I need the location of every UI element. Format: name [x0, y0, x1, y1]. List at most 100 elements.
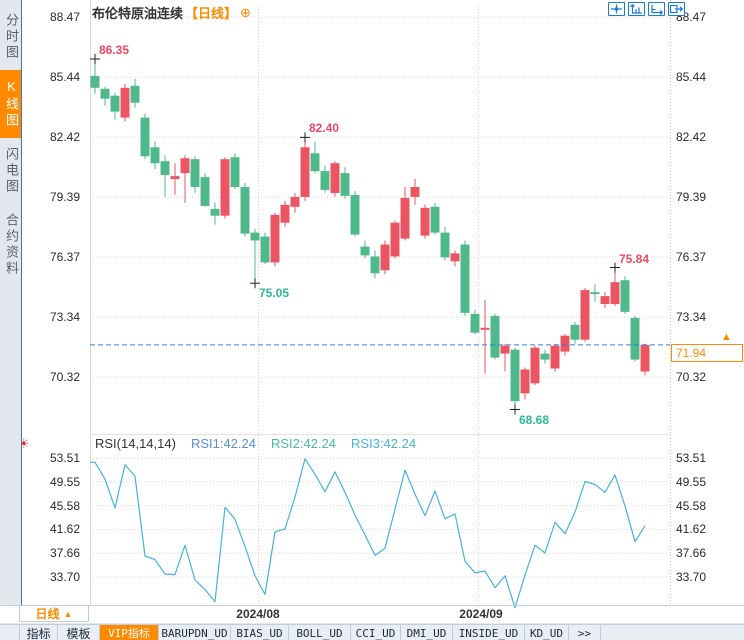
- toolbar-tab-[interactable]: 指标: [20, 625, 58, 640]
- extreme-cross-icon: [90, 54, 100, 64]
- candle-body: [320, 171, 330, 190]
- toolbar-tab-inside_ud[interactable]: INSIDE_UD: [453, 625, 525, 640]
- rsi-axis-label-right: 53.51: [676, 451, 707, 465]
- extreme-low-label: 75.05: [259, 286, 290, 301]
- extreme-high-label: 86.35: [99, 43, 130, 58]
- candle-body: [130, 85, 140, 103]
- candle-body: [90, 75, 100, 88]
- price-axis-label-left: 85.44: [49, 70, 80, 85]
- candle-body: [340, 173, 350, 196]
- rsi-axis-label-left: 53.51: [49, 451, 80, 465]
- toolbar-tab-vip[interactable]: VIP指标: [100, 625, 159, 640]
- candle-body: [290, 196, 300, 207]
- price-axis-label-left: 79.39: [49, 190, 80, 205]
- candle-body: [220, 159, 230, 216]
- candle-body: [350, 194, 360, 235]
- indicator-settings-icon[interactable]: ☀: [18, 436, 30, 451]
- candle-body: [430, 206, 440, 233]
- extreme-cross-icon: [250, 278, 260, 289]
- candle-body: [360, 246, 370, 256]
- extreme-low-label: 68.68: [519, 412, 550, 427]
- rsi-legend: RSI(14,14,14) RSI1:42.24 RSI2:42.24 RSI3:4…: [95, 436, 416, 451]
- extreme-cross-icon: [510, 404, 520, 415]
- candle-body: [550, 345, 560, 369]
- price-axis-label-left: 88.47: [49, 10, 80, 24]
- candle-body: [390, 222, 400, 257]
- candle-body: [120, 87, 130, 118]
- candle-body: [310, 153, 320, 172]
- candle-body: [630, 317, 640, 360]
- price-axis-label-left: 76.37: [49, 249, 80, 264]
- candle-body: [470, 313, 480, 333]
- toolbar-tab-[interactable]: >>: [569, 625, 601, 640]
- toolbar-tab-bias_ud[interactable]: BIAS_UD: [231, 625, 289, 640]
- rsi-legend-value-2: RSI2:42.24: [270, 436, 337, 451]
- sidebar-item-3[interactable]: 合约资料: [4, 213, 19, 277]
- rsi-axis-label-left: 41.62: [49, 522, 80, 537]
- rsi-axis-label-right: 49.55: [676, 474, 707, 489]
- export-chart-icon[interactable]: [668, 2, 685, 16]
- candle-body: [110, 95, 120, 112]
- toolbar-tab-cci_ud[interactable]: CCI_UD: [351, 625, 401, 640]
- candle-body: [560, 335, 570, 352]
- candle-body: [330, 163, 340, 193]
- price-axis-label-right: 82.42: [676, 129, 707, 144]
- rsi-legend-value-3: RSI3:42.24: [351, 436, 417, 451]
- candle-body: [510, 349, 520, 402]
- candle-body: [400, 197, 410, 239]
- extreme-cross-icon: [300, 132, 310, 143]
- candle-body: [500, 345, 510, 354]
- candle-body: [570, 324, 580, 340]
- rsi-axis-label-right: 41.62: [676, 522, 707, 537]
- period-dropdown-button[interactable]: 日线 ▲: [19, 605, 89, 622]
- toolbar-tab-boll_ud[interactable]: BOLL_UD: [289, 625, 351, 640]
- candle-body: [580, 290, 590, 340]
- candle-body: [210, 208, 220, 216]
- toolbar-tab-dmi_ud[interactable]: DMI_UD: [401, 625, 453, 640]
- rsi-line: [90, 458, 646, 609]
- add-circle-icon[interactable]: ⊕: [240, 4, 251, 20]
- chart-header: 布伦特原油连续 【日线】 ⊕: [92, 3, 251, 22]
- rsi-axis-label-left: 45.58: [49, 498, 80, 513]
- candle-body: [230, 157, 240, 187]
- candle-body: [420, 207, 430, 236]
- candle-body: [520, 369, 530, 394]
- candle-body: [170, 176, 180, 180]
- date-axis-row: [0, 605, 744, 624]
- toolbar-filler: [601, 625, 744, 640]
- symbol-title: 布伦特原油连续: [92, 6, 184, 21]
- date-tick-aug: 2024/08: [236, 607, 280, 621]
- toolbar-tab-[interactable]: 模板: [58, 625, 100, 640]
- y-axis-scale-icon[interactable]: [628, 2, 645, 16]
- candle-body: [370, 256, 380, 274]
- candle-body: [150, 147, 160, 164]
- rsi-axis-label-right: 37.66: [676, 546, 707, 561]
- extreme-high-label: 75.84: [619, 251, 650, 266]
- date-tick-sep: 2024/09: [459, 607, 503, 621]
- candle-body: [640, 344, 650, 372]
- price-axis-label-right: 88.47: [676, 10, 707, 24]
- sidebar-item-1[interactable]: K线图: [0, 70, 21, 138]
- price-axis-label-right: 76.37: [676, 249, 707, 264]
- sidebar: 分时图 K线图闪电图合约资料: [0, 0, 22, 605]
- x-axis-scale-icon[interactable]: [648, 2, 665, 16]
- toolbar-spacer: [0, 625, 20, 640]
- candle-body: [140, 117, 150, 157]
- candle-body: [590, 292, 600, 295]
- chart-toolbar-icons: [608, 2, 685, 16]
- rsi-axis-label-right: 45.58: [676, 498, 707, 513]
- sidebar-item-2[interactable]: 闪电图: [4, 147, 19, 195]
- price-axis-label-right: 73.34: [676, 310, 707, 325]
- move-crosshair-icon[interactable]: [608, 2, 625, 16]
- toolbar-tab-barupdn_ud[interactable]: BARUPDN_UD: [159, 625, 231, 640]
- candle-body: [610, 282, 620, 304]
- toolbar-tab-kd_ud[interactable]: KD_UD: [525, 625, 569, 640]
- candle-body: [380, 244, 390, 271]
- candle-body: [530, 347, 540, 384]
- sidebar-item-0[interactable]: 分时图: [4, 13, 19, 61]
- rsi-axis-label-left: 33.70: [49, 569, 80, 584]
- candle-body: [600, 296, 610, 304]
- rsi-legend-value-1: RSI1:42.24: [190, 436, 256, 451]
